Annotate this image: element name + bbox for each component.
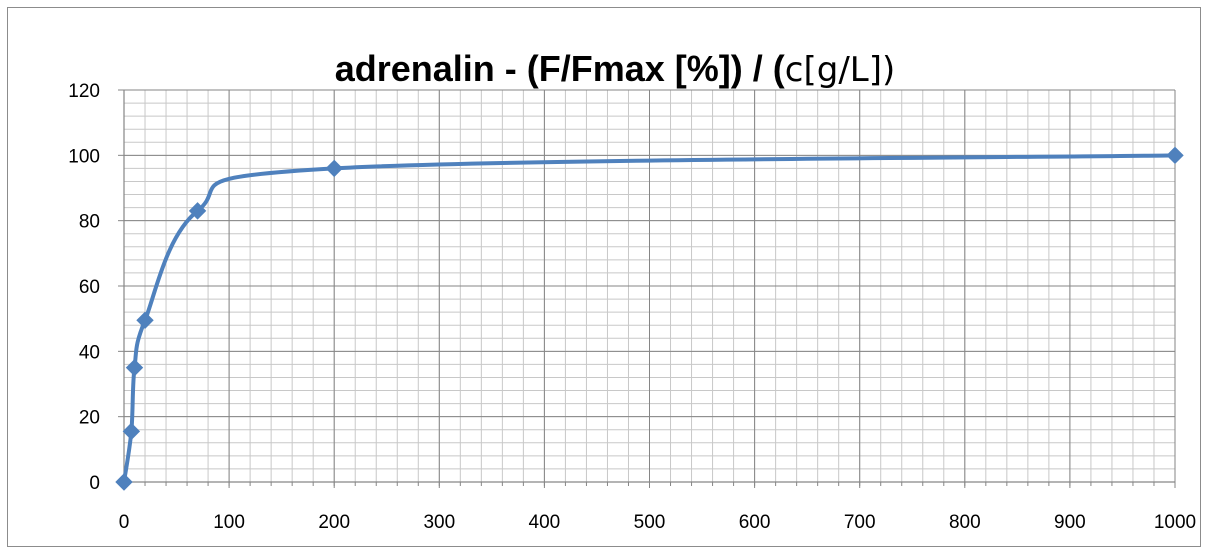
x-tick-label: 600 [739,512,771,533]
data-point-marker [122,422,141,441]
x-tick-label: 300 [423,512,455,533]
data-point-marker [125,358,144,377]
x-tick-label: 700 [844,512,876,533]
data-point-marker [325,159,343,178]
grid-major [123,89,1176,483]
data-point-marker [136,311,154,330]
x-tick-label: 400 [529,512,561,533]
chart-title-unit: c[g/L]) [785,50,895,90]
chart-frame [7,7,1201,547]
y-tick-label: 60 [79,277,100,298]
axes [118,89,1176,488]
x-tick-label: 1000 [1154,512,1196,533]
x-tick-label: 0 [119,512,130,533]
data-point-marker [1166,146,1184,165]
x-tick-label: 100 [213,512,245,533]
y-tick-label: 0 [89,473,100,494]
x-tick-label: 500 [634,512,666,533]
x-tick-label: 800 [949,512,981,533]
tick-labels: 0 100 200 300 400 500 600 700 800 900 1000 0 20 40 60 8… [68,81,1196,533]
x-tick-label: 200 [318,512,350,533]
y-tick-label: 40 [79,342,100,363]
x-tick-label: 900 [1054,512,1086,533]
data-point-marker [115,473,133,491]
y-tick-label: 80 [79,212,100,233]
chart-title: adrenalin - (F/Fmax [%]) / (c[g/L]) [335,48,896,90]
chart-title-bold: adrenalin - (F/Fmax [%]) / ( [335,48,785,89]
series-layer [115,146,1184,491]
series-line [122,153,1177,484]
y-tick-label: 120 [68,81,100,102]
y-tick-label: 100 [68,146,100,167]
y-tick-label: 20 [79,408,100,429]
data-point-marker [188,202,207,220]
